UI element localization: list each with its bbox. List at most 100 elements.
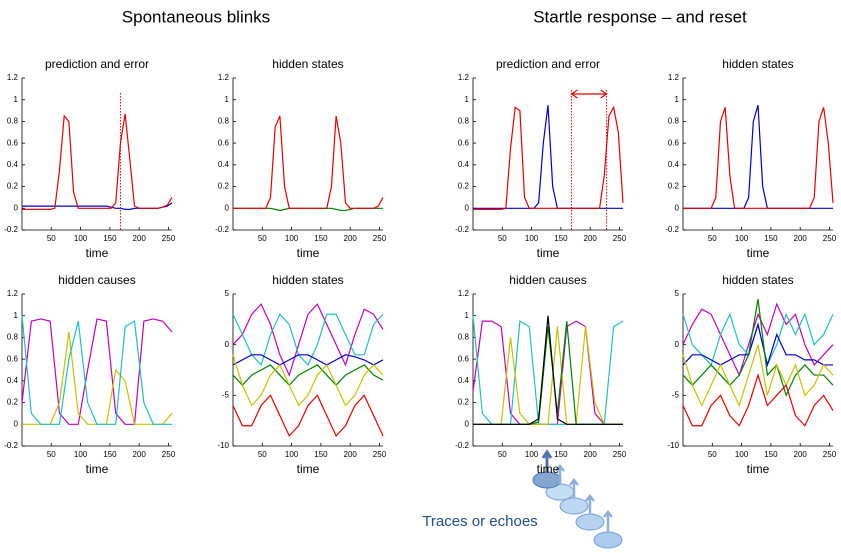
y-tick-label: 1 [14,95,19,104]
x-tick-label: 50 [47,450,56,459]
x-tick-label: 100 [525,450,539,459]
x-tick-label: 100 [74,234,88,243]
y-tick-label: 0.8 [7,117,19,126]
y-tick-label: 0 [14,203,19,212]
x-tick-label: 200 [794,234,808,243]
y-tick-label: 0.6 [458,138,470,147]
x-axis-label: time [297,246,320,260]
x-tick-label: 50 [258,450,267,459]
line [21,315,172,425]
line [682,344,834,408]
y-tick-label: -0.2 [4,441,18,450]
y-tick-label: 0.6 [458,354,470,363]
line [682,302,834,377]
y-tick-label: 0 [225,203,230,212]
subplot-title: prediction and error [496,57,600,71]
x-tick-label: 200 [344,450,358,459]
x-tick-label: 50 [258,234,267,243]
x-axis-label: time [747,246,770,260]
y-tick-label: 0.2 [668,182,680,191]
subplot-title: hidden states [722,273,793,287]
x-tick-label: 50 [708,234,717,243]
annotation: Traces or echoes [422,513,537,530]
line [22,113,173,210]
y-tick-label: 0.4 [668,160,680,169]
x-axis-label: time [747,462,770,476]
y-tick-label: 0.6 [7,138,19,147]
span-arrow [570,89,608,99]
y-tick-label: 0.2 [218,182,230,191]
subplot-title: hidden causes [509,273,586,287]
x-tick-label: 200 [133,234,147,243]
x-tick-label: 150 [554,234,568,243]
y-tick-label: 0 [225,340,230,349]
line [473,321,623,425]
y-tick-label: 0.8 [458,117,470,126]
line [683,107,834,209]
y-tick-label: 1 [465,95,470,104]
x-tick-label: 200 [794,450,808,459]
y-tick-label: 5 [675,289,680,298]
x-tick-label: 250 [162,450,176,459]
line [683,104,833,209]
x-tick-label: 250 [162,234,176,243]
line [682,373,834,427]
x-tick-label: 200 [584,234,598,243]
y-tick-label: -0.2 [665,225,679,234]
y-tick-label: 0.6 [218,138,230,147]
x-tick-label: 250 [613,450,627,459]
y-tick-label: -0.2 [215,225,229,234]
x-tick-label: 50 [708,450,717,459]
line [232,313,384,367]
x-tick-label: 100 [525,234,539,243]
y-tick-label: -10 [667,441,679,450]
line [682,298,834,398]
x-tick-label: 150 [314,234,328,243]
y-tick-label: 0.4 [7,160,19,169]
line [473,105,623,209]
y-tick-label: 5 [225,289,230,298]
subplot-title: hidden states [272,273,343,287]
line [682,322,833,368]
subplot-title: hidden states [272,57,343,71]
y-tick-label: 1 [14,311,19,320]
line [473,315,623,425]
x-axis-label: time [297,462,320,476]
y-tick-label: 0.4 [218,160,230,169]
x-tick-label: 250 [823,234,837,243]
subplot-title: hidden causes [58,273,135,287]
y-tick-label: -0.2 [455,225,469,234]
y-tick-label: -5 [222,390,230,399]
y-tick-label: -5 [672,390,680,399]
x-tick-label: 150 [764,234,778,243]
x-tick-label: 100 [735,450,749,459]
x-tick-label: 50 [498,450,507,459]
x-tick-label: 200 [133,450,147,459]
x-tick-label: 100 [735,234,749,243]
y-tick-label: 0.2 [458,182,470,191]
y-tick-label: 1.2 [218,73,230,82]
line [472,320,623,425]
x-axis-label: time [86,246,109,260]
x-tick-label: 250 [613,234,627,243]
x-tick-label: 200 [344,234,358,243]
line [232,354,384,366]
x-tick-label: 50 [498,234,507,243]
y-tick-label: 0.8 [7,333,19,342]
x-axis-label: time [86,462,109,476]
y-tick-label: 1 [465,311,470,320]
x-axis-label: time [537,246,560,260]
y-tick-label: 1 [675,95,680,104]
x-tick-label: 150 [314,450,328,459]
y-tick-label: 1.2 [7,73,19,82]
x-tick-label: 200 [584,450,598,459]
y-tick-label: 0 [675,203,680,212]
y-tick-label: 0.4 [458,160,470,169]
x-tick-label: 50 [47,234,56,243]
y-tick-label: -0.2 [4,225,18,234]
y-tick-label: 1.2 [458,289,470,298]
y-tick-label: 0 [14,419,19,428]
x-tick-label: 100 [285,450,299,459]
line [473,326,623,425]
